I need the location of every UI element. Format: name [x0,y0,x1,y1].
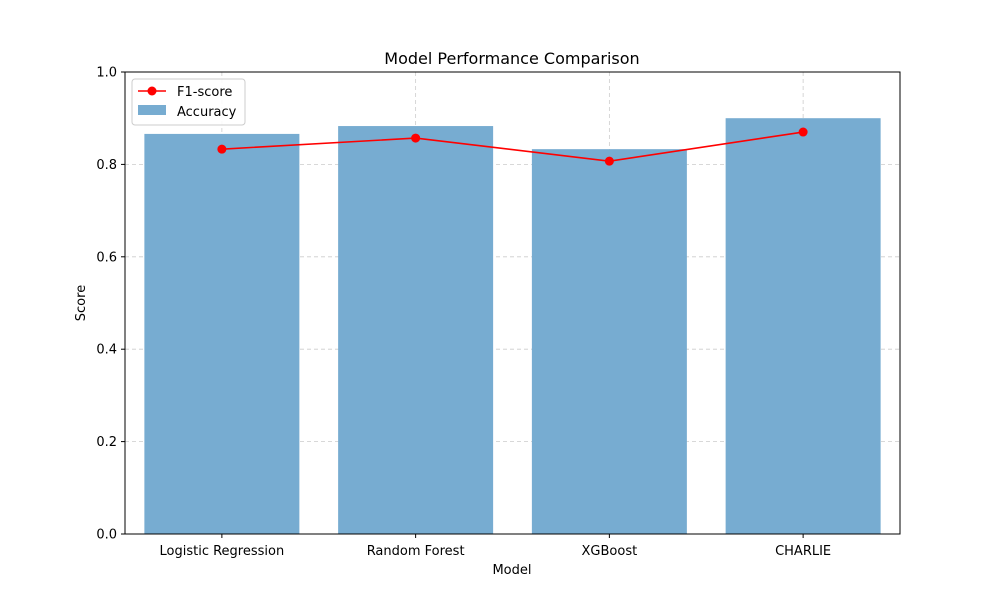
x-tick-label: XGBoost [582,544,638,559]
bar-accuracy [725,118,881,534]
y-tick-label: 0.6 [96,250,117,265]
x-tick-label: Logistic Regression [160,544,285,559]
f1-point [411,133,421,143]
legend-accuracy-label: Accuracy [177,105,237,120]
f1-polyline [221,131,804,162]
x-axis: Logistic Regression Random Forest XGBoost C… [160,534,831,559]
x-tick-label: Random Forest [367,544,465,559]
f1-point [217,144,227,154]
f1-line [217,127,808,166]
bar-accuracy [144,133,300,534]
chart-title: Model Performance Comparison [384,49,639,68]
x-tick-label: CHARLIE [775,544,831,559]
legend-f1-label: F1-score [177,85,232,100]
bar-accuracy [531,149,687,535]
x-axis-label: Model [492,563,531,578]
y-tick-label: 1.0 [96,66,117,81]
bars [144,118,881,535]
y-tick-label: 0.4 [96,343,117,358]
y-tick-label: 0.2 [96,435,117,450]
f1-point [798,127,808,137]
bar-accuracy [338,126,494,534]
y-axis-label: Score [74,285,89,321]
f1-point [604,156,614,166]
plot-frame [124,71,901,535]
y-tick-label: 0.8 [96,158,117,173]
legend-f1-marker [147,86,157,96]
y-tick-label: 0.0 [96,528,117,543]
legend-accuracy-patch [138,105,166,115]
legend: F1-score Accuracy [131,78,246,126]
y-axis: 0.0 0.2 0.4 0.6 0.8 1.0 [96,66,125,543]
